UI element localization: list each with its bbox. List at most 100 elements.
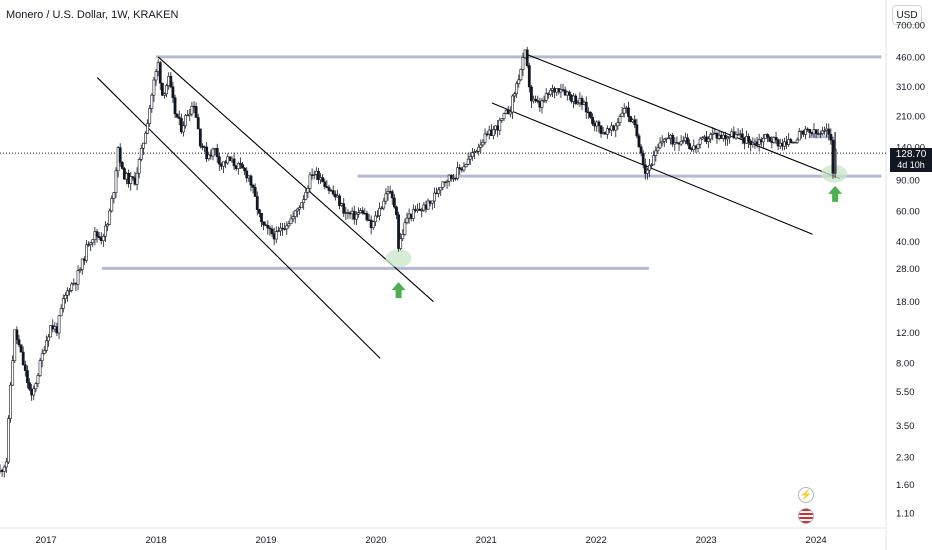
candle-body (544, 93, 548, 101)
candle-body (179, 118, 183, 133)
candle-body (106, 223, 109, 227)
candle-body (686, 137, 689, 144)
candle-body (80, 258, 84, 270)
candle-body (584, 101, 588, 113)
candle-body (78, 269, 82, 272)
candle-body (574, 95, 578, 105)
candle-body (165, 85, 168, 95)
y-tick-label: 310.00 (896, 82, 925, 93)
candle-body (709, 134, 713, 140)
candle-body (327, 187, 331, 191)
candle-body (298, 207, 301, 210)
candle-body (536, 100, 540, 102)
candle-body (241, 164, 244, 169)
candle-body (808, 128, 812, 133)
candle-body (618, 116, 622, 123)
candle-body (559, 89, 563, 93)
candle-body (605, 128, 609, 135)
candle-body (458, 167, 462, 170)
candle-body (87, 244, 90, 246)
bar-countdown: 4d 10h (897, 160, 925, 170)
y-tick-label: 1.10 (896, 508, 915, 519)
candle-body (49, 325, 53, 338)
candle-body (795, 139, 799, 143)
trendline (491, 102, 813, 235)
y-tick-label: 60.00 (896, 206, 920, 217)
x-tick-label: 2019 (255, 535, 276, 546)
candle-body (232, 158, 236, 167)
candle-body (483, 133, 487, 143)
candle-body (637, 135, 641, 148)
candle-body (268, 227, 272, 230)
candle-body (688, 143, 691, 150)
candle-body (599, 125, 603, 134)
candle-body (321, 177, 325, 183)
y-tick-label: 5.50 (896, 387, 915, 398)
candle-body (500, 118, 504, 121)
candle-body (266, 224, 270, 229)
candle-body (534, 98, 538, 101)
candle-body (270, 228, 274, 235)
candle-body (656, 147, 660, 152)
candle-body (194, 106, 198, 118)
candle-body (797, 131, 801, 141)
candle-body (141, 142, 145, 149)
trendline (524, 53, 841, 180)
candle-body (184, 115, 187, 127)
candle-body (734, 134, 738, 139)
candle-body (306, 188, 310, 193)
candle-body (728, 136, 732, 138)
candle-body (498, 119, 502, 131)
candle-body (150, 94, 154, 109)
candle-body (61, 298, 65, 309)
candle-body (57, 315, 61, 334)
candle-body (445, 180, 449, 183)
chart-title: Monero / U.S. Dollar, 1W, KRAKEN (6, 9, 179, 21)
candle-body (169, 75, 173, 88)
candle-body (365, 213, 369, 221)
us-flag-icon[interactable] (798, 508, 814, 524)
candle-body (629, 116, 632, 123)
candle-body (7, 418, 10, 463)
y-tick-label: 2.30 (896, 453, 915, 464)
candle-body (186, 114, 190, 117)
candle-body (338, 195, 341, 206)
candle-body (304, 191, 308, 200)
candle-body (616, 122, 620, 127)
candle-body (317, 170, 320, 180)
candle-body (823, 130, 826, 132)
y-tick-label: 28.00 (896, 264, 920, 275)
candle-body (384, 193, 388, 202)
candle-body (291, 216, 295, 220)
candle-body (667, 137, 670, 140)
candle-body (517, 79, 521, 84)
candle-body (293, 210, 297, 217)
candle-body (829, 134, 833, 141)
candle-body (325, 186, 329, 188)
candle-body (411, 209, 415, 219)
candle-body (430, 200, 434, 204)
candle-body (171, 86, 175, 98)
candle-body (652, 155, 656, 166)
candle-body (386, 191, 390, 195)
currency-button[interactable]: USD (892, 5, 922, 25)
lightning-icon[interactable]: ⚡ (798, 487, 814, 503)
x-tick-label: 2021 (476, 535, 497, 546)
candle-body (696, 143, 700, 149)
candle-body (11, 360, 15, 386)
candle-body (700, 137, 704, 140)
price-series (0, 46, 837, 478)
candle-body (188, 113, 192, 116)
candle-body (399, 238, 403, 249)
candle-body (751, 142, 755, 146)
candle-body (279, 227, 282, 232)
candle-body (112, 192, 116, 199)
candle-body (403, 222, 407, 235)
y-tick-label: 90.00 (896, 176, 920, 187)
candle-body (26, 370, 29, 383)
candle-body (724, 134, 727, 140)
x-tick-label: 2018 (145, 535, 166, 546)
candle-body (492, 129, 495, 136)
candle-body (173, 97, 177, 115)
